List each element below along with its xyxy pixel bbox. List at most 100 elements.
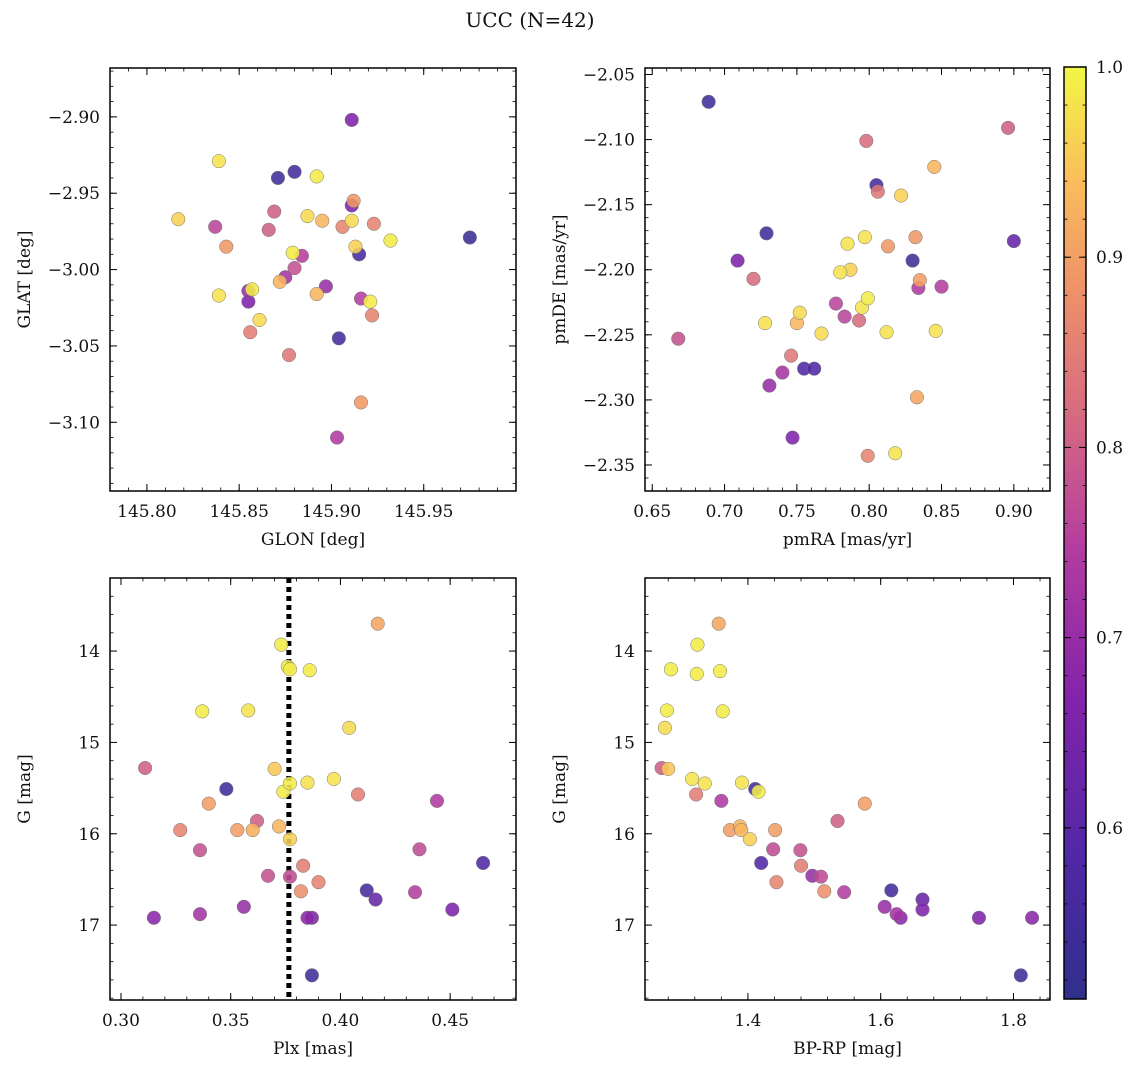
data-point [365, 308, 380, 323]
y-tick-label: 15 [78, 733, 100, 753]
data-point [304, 968, 319, 983]
x-tick-label: 145.90 [302, 502, 361, 522]
data-point [758, 316, 773, 331]
y-tick-label: 17 [78, 916, 100, 936]
y-axis-label: G [mag] [15, 754, 35, 823]
data-point [272, 274, 287, 289]
data-point [927, 159, 942, 174]
x-tick-label: 1.6 [867, 1011, 894, 1031]
data-point [701, 94, 716, 109]
data-point [814, 326, 829, 341]
data-point [889, 907, 904, 922]
data-point [274, 637, 289, 652]
y-tick-label: −2.90 [48, 108, 100, 128]
data-point [429, 793, 445, 808]
data-point [407, 885, 423, 900]
data-point [837, 885, 852, 900]
data-point [260, 868, 276, 883]
data-point [271, 819, 287, 834]
data-point [928, 323, 943, 338]
data-point [282, 662, 298, 677]
data-point [785, 430, 800, 445]
data-point [267, 761, 282, 776]
figure-title: UCC (N=42) [465, 8, 594, 32]
data-point [342, 720, 357, 735]
data-point [346, 193, 361, 208]
x-tick-label: 0.65 [633, 502, 671, 522]
data-point [363, 294, 378, 309]
x-tick-label: 1.8 [1000, 1011, 1027, 1031]
data-point [383, 233, 398, 248]
data-point [768, 823, 783, 838]
data-point [751, 784, 766, 799]
x-tick-label: 145.80 [117, 502, 176, 522]
data-point [840, 236, 855, 251]
panel-bprp-g: 1.4 1.6 1.8 14 15 16 17 BP-RP [mag] G [mag] [550, 577, 1051, 1059]
data-point [888, 446, 903, 461]
data-point [877, 899, 892, 914]
data-point [711, 616, 726, 631]
data-point [309, 286, 324, 302]
y-tick-label: −2.10 [583, 131, 635, 151]
x-axis-label: pmRA [mas/yr] [783, 530, 912, 550]
x-axis-label: GLON [deg] [261, 530, 365, 550]
data-point [746, 271, 761, 286]
data-point [909, 390, 924, 405]
x-tick-label: 0.45 [431, 1011, 469, 1031]
data-point [857, 230, 872, 245]
y-tick-label: −2.05 [583, 66, 635, 86]
data-point [828, 296, 843, 311]
data-point [245, 823, 260, 838]
data-point [219, 781, 234, 797]
data-point [971, 910, 987, 925]
data-point [857, 796, 872, 811]
data-point [285, 245, 300, 260]
x-tick-label: 0.90 [995, 502, 1033, 522]
data-point [331, 331, 346, 346]
data-point [138, 760, 153, 776]
data-point [769, 875, 784, 890]
y-tick-label: 14 [78, 642, 100, 662]
data-point [192, 907, 208, 922]
data-point [315, 213, 330, 228]
plot-frame [644, 577, 1051, 1001]
x-tick-label: 145.95 [394, 502, 453, 522]
data-point [712, 664, 728, 679]
data-point [318, 279, 333, 294]
data-point [689, 666, 704, 681]
data-point [300, 775, 315, 790]
data-point [353, 395, 369, 410]
data-point [1025, 910, 1040, 925]
y-tick-label: −3.05 [48, 337, 100, 357]
data-point [219, 239, 234, 254]
data-point [252, 312, 267, 328]
data-point [171, 212, 186, 227]
x-tick-label: 0.35 [212, 1011, 250, 1031]
y-tick-label: −2.35 [583, 456, 635, 476]
data-point [663, 662, 678, 677]
data-point [146, 910, 161, 925]
y-axis-label: G [mag] [550, 754, 570, 823]
data-point [775, 365, 790, 380]
data-point [671, 331, 686, 346]
data-point [714, 793, 729, 808]
y-tick-label: −2.95 [48, 184, 100, 204]
data-point [833, 265, 848, 280]
y-tick-label: −2.25 [583, 326, 635, 346]
y-tick-label: −3.00 [48, 261, 100, 281]
data-point [350, 787, 366, 802]
data-point [742, 832, 757, 847]
data-point [934, 279, 949, 294]
data-point [762, 378, 777, 393]
data-point [685, 771, 700, 787]
data-point [759, 226, 774, 241]
y-tick-label: −2.20 [583, 261, 635, 281]
data-point [211, 288, 226, 303]
data-point [754, 855, 769, 871]
data-point [311, 875, 326, 890]
data-point [370, 616, 385, 631]
data-point [296, 858, 311, 873]
x-tick-label: 0.70 [706, 502, 744, 522]
x-tick-label: 0.85 [923, 502, 961, 522]
data-point [241, 703, 256, 718]
